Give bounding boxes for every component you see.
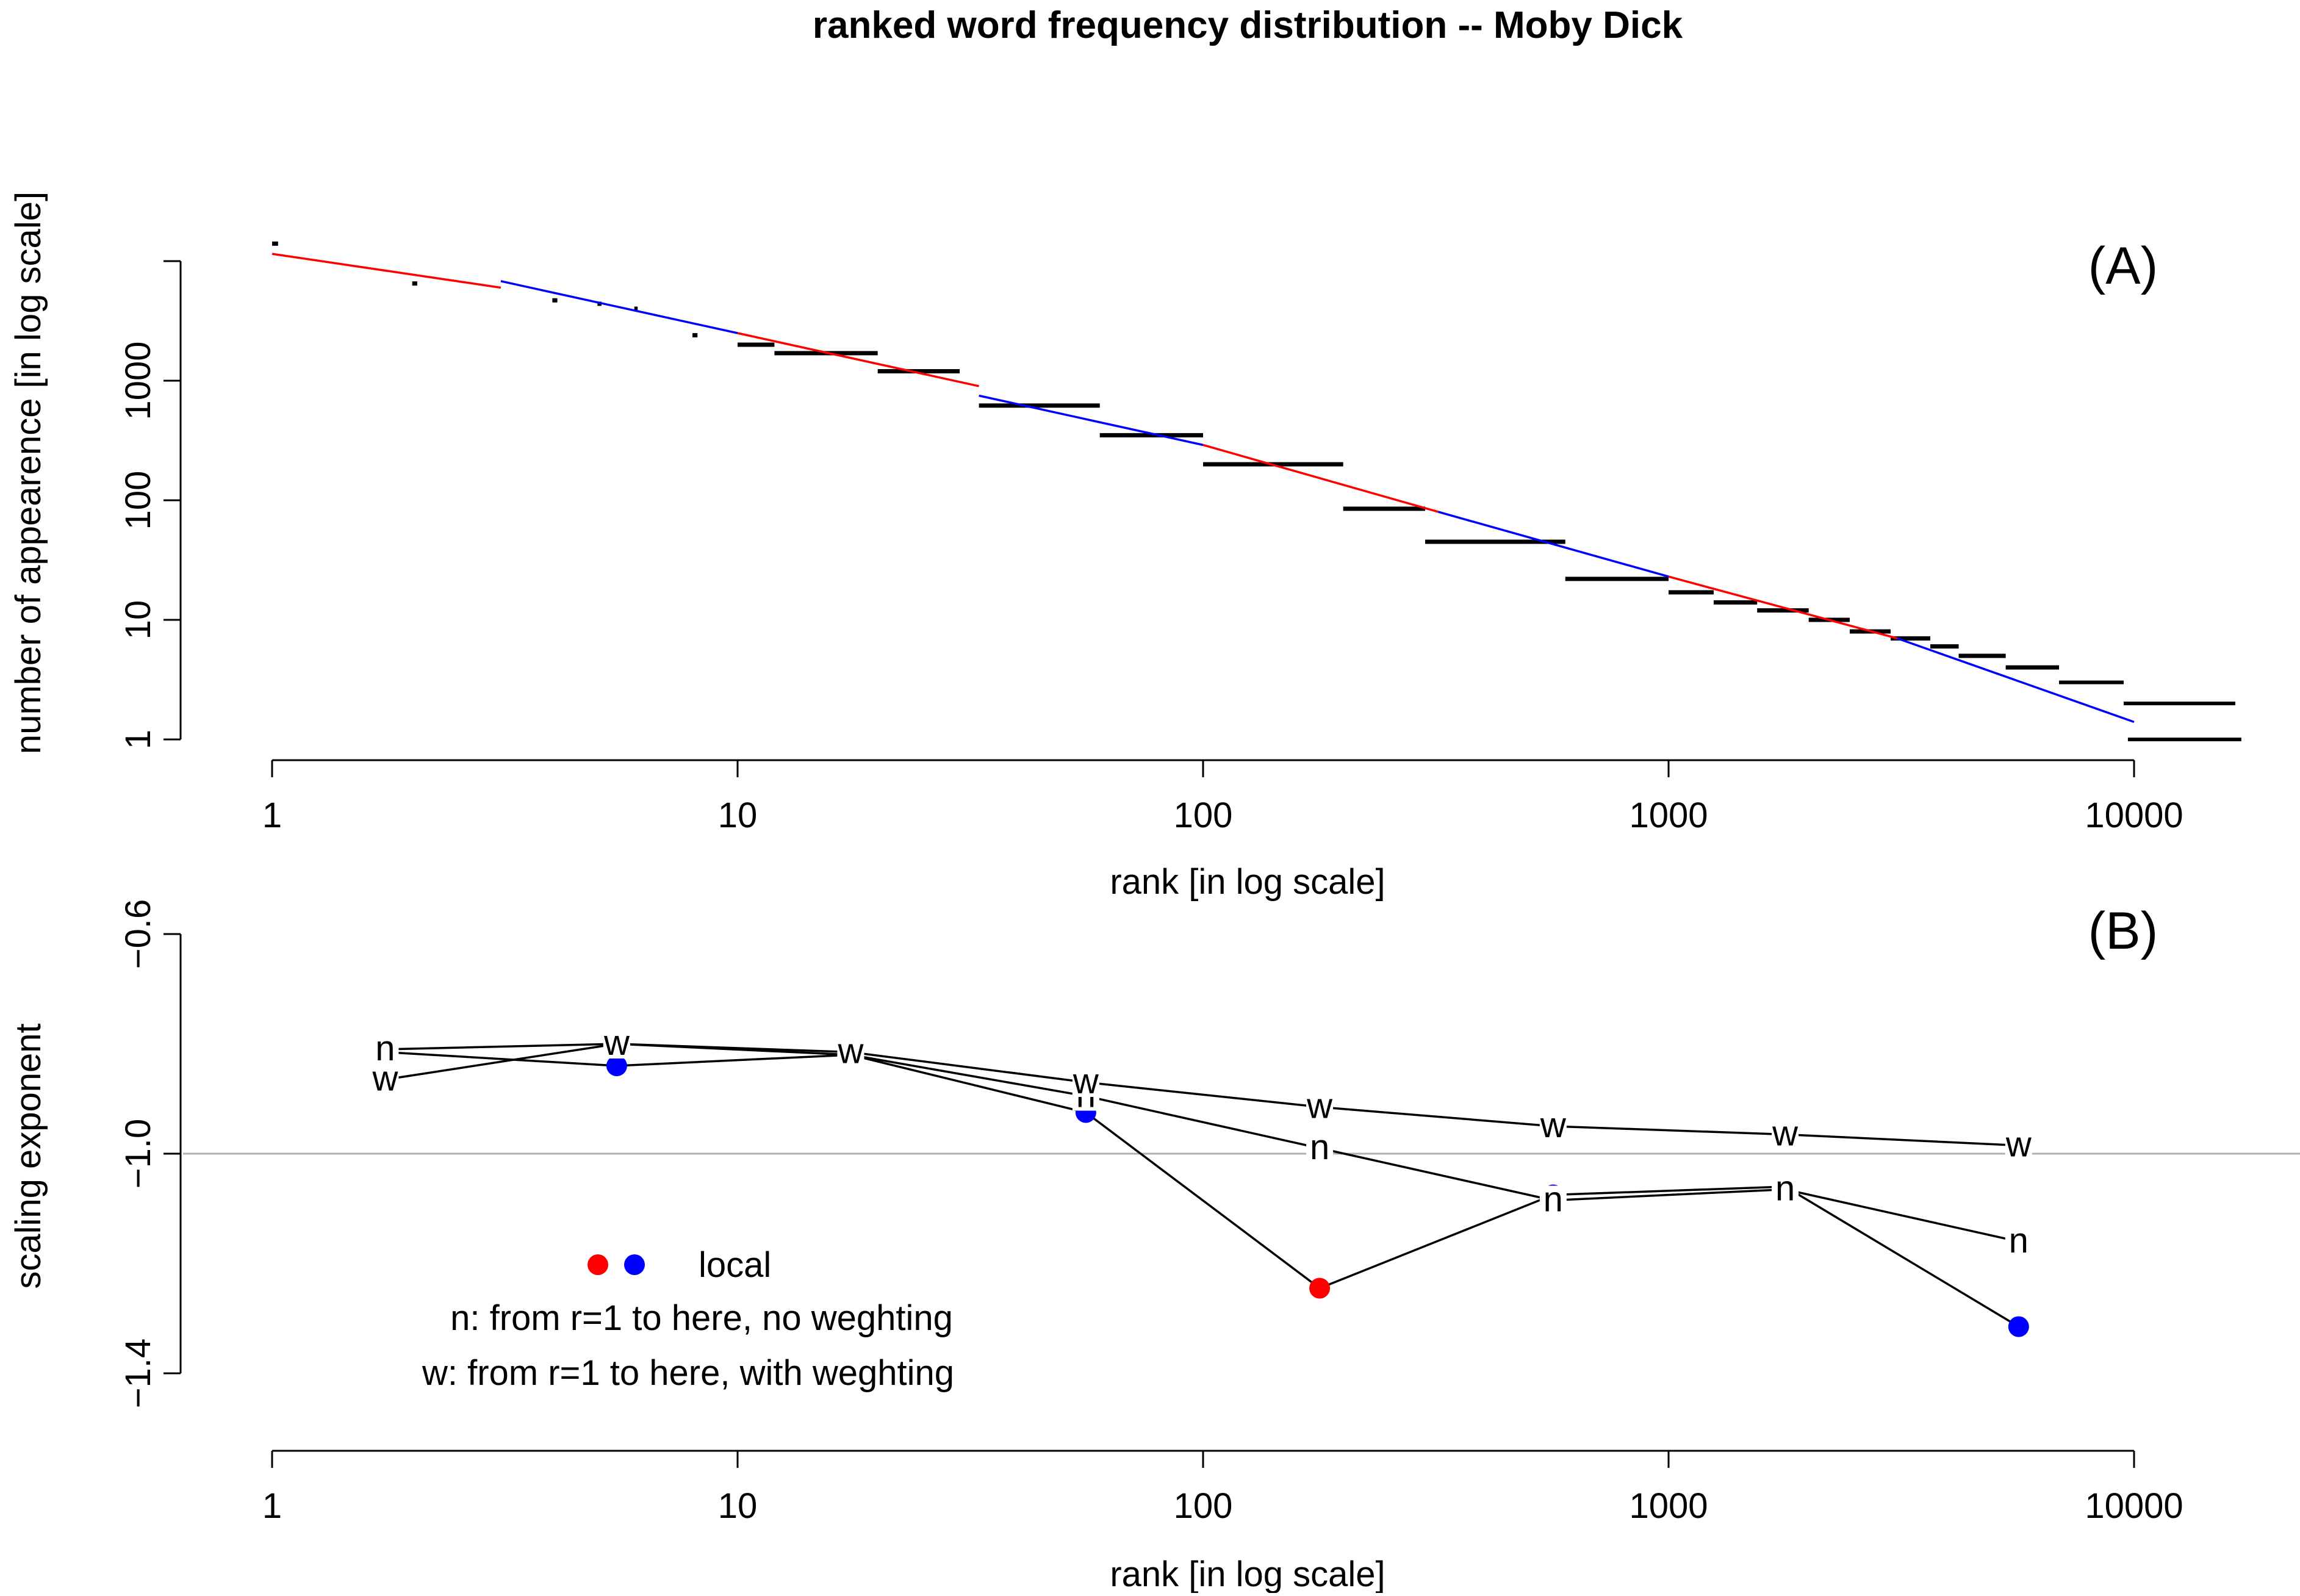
w-point-bg [603, 1029, 630, 1059]
w-point: w [603, 1023, 630, 1063]
panel-b: (B) rank [in log scale] scaling exponent… [9, 899, 2300, 1594]
w-point: w [2005, 1125, 2032, 1165]
w-point-bg [1539, 1112, 1567, 1141]
n-point: n [2009, 1221, 2029, 1260]
n-point: n [1544, 1180, 1563, 1220]
legend-w-label: w: from r=1 to here, with weghting [422, 1353, 954, 1393]
n-point: n [375, 1029, 395, 1068]
w-point-bg [372, 1065, 399, 1095]
w-point-bg [2005, 1130, 2032, 1160]
n-point-bg [372, 1035, 399, 1064]
fit-segment [500, 280, 738, 334]
n-point-bg [1539, 1185, 1567, 1215]
fit-segment [1897, 637, 2135, 724]
local-series-line [385, 1051, 2019, 1328]
n-point: n [1310, 1127, 1329, 1167]
legend-n-label: n: from r=1 to here, no weghting [450, 1298, 953, 1338]
panel-b-axes: −1.4 −1.0 −0.6 1 10 100 1000 10000 [118, 899, 2300, 1526]
fit-segment [1668, 575, 1898, 640]
panel-a-y-axis-title: number of appearence [in log scale] [9, 192, 48, 754]
w-point: w [1540, 1105, 1567, 1145]
w-point: w [1306, 1087, 1333, 1126]
panel-a-y-tick-label: 100 [118, 471, 158, 530]
panel-b-marks: nnnnnnnnwwwwwwww [372, 1023, 2032, 1337]
panel-b-label: (B) [2088, 902, 2158, 960]
fit-segment [1437, 511, 1669, 578]
panel-a-x-tick-label: 10000 [2085, 796, 2183, 835]
w-series-line [385, 1043, 2019, 1147]
panel-b-lines [385, 1043, 2019, 1328]
panel-b-x-tick-label: 10000 [2085, 1486, 2183, 1526]
n-point-bg [1772, 1174, 1799, 1204]
n-point-bg [2005, 1227, 2032, 1256]
panel-b-y-tick-label: −1.0 [118, 1119, 158, 1189]
w-point: w [837, 1032, 864, 1071]
w-point-bg [1072, 1068, 1099, 1097]
legend-blue-dot [624, 1254, 645, 1275]
local-point [606, 1055, 627, 1076]
panel-b-y-tick-label: −1.4 [118, 1339, 158, 1409]
w-point: w [372, 1059, 398, 1099]
panel-b-x-tick-label: 10 [718, 1486, 758, 1526]
w-point: w [1772, 1114, 1799, 1154]
panel-b-x-tick-label: 1000 [1629, 1486, 1708, 1526]
fit-segment [1202, 444, 1439, 513]
fit-segment [271, 253, 501, 289]
panel-b-y-tick-label: −0.6 [118, 899, 158, 969]
fit-segment [979, 394, 1204, 447]
panel-b-x-tick-label: 1 [262, 1486, 282, 1526]
local-point [2008, 1316, 2029, 1337]
panel-a-label: (A) [2088, 237, 2158, 295]
w-point-bg [1306, 1092, 1334, 1122]
legend-local-label: local [699, 1245, 771, 1285]
local-point [1309, 1278, 1331, 1299]
panel-a-axes: 1 10 100 1000 1 10 100 1000 10000 [118, 260, 2183, 835]
panel-a-x-axis-title: rank [in log scale] [1110, 862, 1385, 902]
panel-a-y-tick-label: 1000 [118, 341, 158, 420]
panel-a: (A) rank [in log scale] number of appear… [9, 192, 2241, 902]
w-point-bg [837, 1037, 864, 1067]
panel-a-y-tick-label: 10 [118, 600, 158, 640]
panel-a-x-tick-label: 1000 [1629, 796, 1708, 835]
panel-a-y-tick-label: 1 [118, 730, 158, 749]
n-point-bg [1306, 1134, 1334, 1163]
n-point: n [1775, 1169, 1795, 1209]
panel-a-x-tick-label: 100 [1174, 796, 1233, 835]
fit-segment [737, 332, 980, 387]
panel-b-legend: local n: from r=1 to here, no weghting w… [422, 1245, 954, 1393]
w-point: w [1073, 1062, 1099, 1101]
panel-b-x-axis-title: rank [in log scale] [1110, 1555, 1385, 1593]
panel-a-x-tick-label: 1 [262, 796, 282, 835]
panel-a-x-tick-label: 10 [718, 796, 758, 835]
chart-title: ranked word frequency distribution -- Mo… [813, 4, 1683, 46]
panel-a-fit-lines [271, 253, 2135, 724]
panel-b-y-axis-title: scaling exponent [9, 1023, 48, 1289]
panel-b-x-tick-label: 100 [1174, 1486, 1233, 1526]
w-point-bg [1772, 1120, 1799, 1149]
legend-red-dot [588, 1254, 608, 1275]
